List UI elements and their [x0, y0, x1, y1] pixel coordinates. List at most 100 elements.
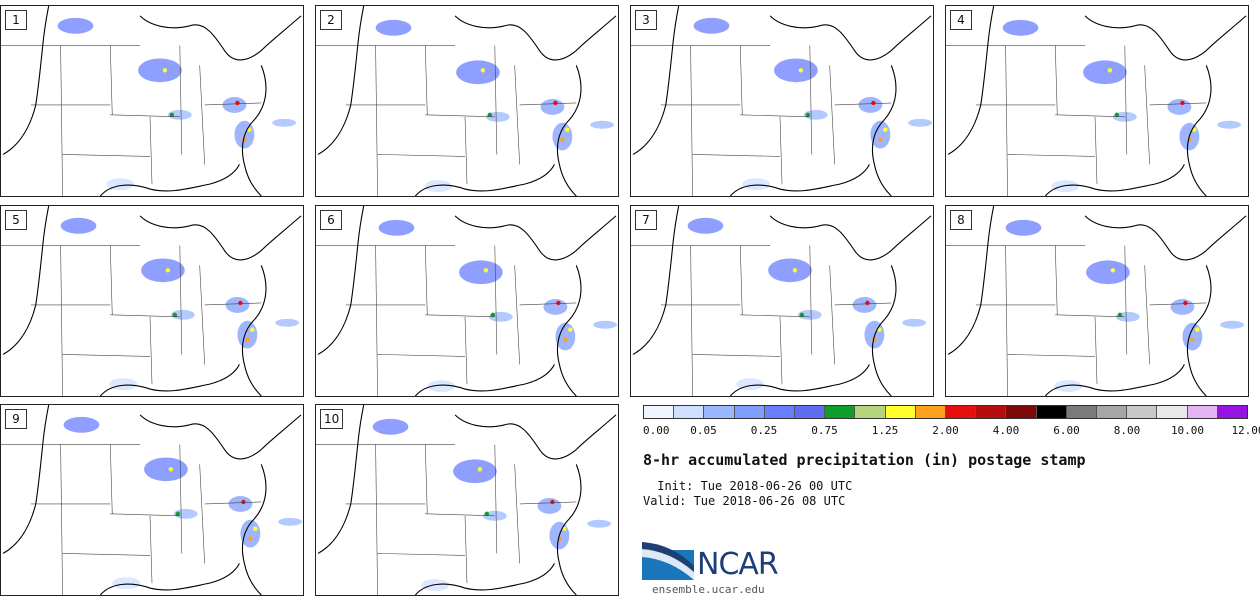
- precip-area: [167, 109, 192, 120]
- precip-area: [1083, 60, 1127, 85]
- precip-max: [1110, 268, 1116, 273]
- coastline: [632, 6, 932, 196]
- precip-max: [480, 68, 486, 73]
- colorbar-swatch: [825, 406, 856, 418]
- colorbar-tick: 6.00: [1053, 424, 1080, 437]
- precip-max: [169, 112, 175, 118]
- precip-max: [238, 300, 243, 306]
- ncar-wordmark: NCAR: [697, 547, 779, 582]
- precip-max: [878, 137, 883, 142]
- map-panel-1: 1: [0, 5, 304, 197]
- precip-area: [173, 508, 198, 519]
- precip-area: [593, 320, 618, 329]
- precip-area: [225, 297, 250, 313]
- colorbar-swatch: [795, 406, 826, 418]
- site-url: ensemble.ucar.edu: [652, 583, 765, 596]
- colorbar-swatch: [644, 406, 675, 418]
- coastline: [317, 405, 617, 595]
- member-label: 6: [320, 210, 342, 230]
- precip-max: [550, 499, 555, 505]
- precip-map: [631, 6, 933, 196]
- precip-max: [168, 467, 174, 472]
- colorbar-swatch: [1006, 406, 1037, 418]
- precip-map: [1, 206, 302, 396]
- precip-max: [798, 68, 804, 73]
- precip-max: [556, 300, 561, 306]
- member-label: 1: [5, 10, 27, 30]
- precip-max: [799, 312, 805, 318]
- colorbar-swatch: [704, 406, 735, 418]
- state-borders: [946, 245, 1207, 396]
- precip-area: [858, 97, 883, 113]
- precip-max: [1180, 100, 1185, 106]
- colorbar-swatch: [674, 406, 705, 418]
- precip-area: [693, 17, 730, 34]
- precip-area: [1054, 380, 1083, 393]
- map-panel-3: 3: [630, 5, 934, 197]
- state-borders: [1, 444, 262, 595]
- colorbar-swatch: [1157, 406, 1188, 418]
- precip-max: [1192, 127, 1197, 132]
- precip-max: [871, 100, 876, 106]
- map-panel-2: 2: [315, 5, 619, 197]
- precip-area: [1220, 320, 1245, 329]
- colorbar-tick: 0.05: [690, 424, 717, 437]
- precip-max: [877, 327, 882, 332]
- precip-area: [552, 122, 573, 151]
- colorbar-swatch: [1127, 406, 1158, 418]
- precip-max: [483, 268, 489, 273]
- state-borders: [631, 245, 892, 396]
- coastline: [317, 6, 617, 196]
- colorbar-swatch: [855, 406, 886, 418]
- colorbar-tick-labels: 0.00 0.05 0.25 0.75 1.25 2.00 4.00 6.00 …: [643, 424, 1260, 440]
- precip-map: [316, 206, 618, 396]
- precip-area: [543, 299, 568, 315]
- precip-max: [490, 312, 496, 318]
- state-borders: [946, 45, 1207, 196]
- precip-area: [375, 19, 412, 36]
- map-panel-4: 4: [945, 5, 1249, 197]
- precip-area: [797, 309, 822, 320]
- precip-area: [803, 109, 828, 120]
- precip-area: [427, 380, 456, 393]
- coastline: [2, 6, 302, 196]
- precip-map: [1, 405, 303, 595]
- precip-area: [237, 320, 258, 349]
- member-label: 7: [635, 210, 657, 230]
- precip-area: [1217, 120, 1242, 129]
- precip-area: [272, 118, 297, 127]
- precip-area: [60, 217, 97, 234]
- member-label: 2: [320, 10, 342, 30]
- state-borders: [1, 245, 262, 396]
- precip-max: [235, 100, 240, 106]
- map-panel-5: 5: [0, 205, 304, 397]
- colorbar-swatch: [976, 406, 1007, 418]
- precip-area: [275, 318, 300, 327]
- state-borders: [1, 45, 262, 196]
- precip-area: [1170, 299, 1195, 315]
- coastline: [632, 206, 932, 396]
- precip-area: [768, 258, 812, 283]
- precip-area: [1086, 260, 1130, 285]
- precip-area: [372, 418, 409, 435]
- map-panel-10: 10: [315, 404, 619, 596]
- colorbar-swatch: [1217, 406, 1248, 418]
- precip-area: [1002, 19, 1039, 36]
- state-borders: [316, 45, 577, 196]
- precip-map: [316, 6, 617, 196]
- precip-area: [459, 260, 503, 285]
- precip-max: [175, 511, 181, 517]
- init-time: Init: Tue 2018-06-26 00 UTC: [650, 479, 853, 493]
- member-label: 3: [635, 10, 657, 30]
- precip-max: [162, 68, 168, 73]
- precip-max: [250, 327, 255, 332]
- colorbar-swatch: [1097, 406, 1128, 418]
- precip-area: [852, 297, 877, 313]
- precip-max: [1117, 312, 1123, 318]
- precip-area: [587, 519, 612, 528]
- precip-max: [241, 499, 246, 505]
- state-borders: [631, 45, 892, 196]
- colorbar-swatch: [885, 406, 916, 418]
- precip-area: [278, 517, 303, 526]
- precip-max: [172, 312, 178, 318]
